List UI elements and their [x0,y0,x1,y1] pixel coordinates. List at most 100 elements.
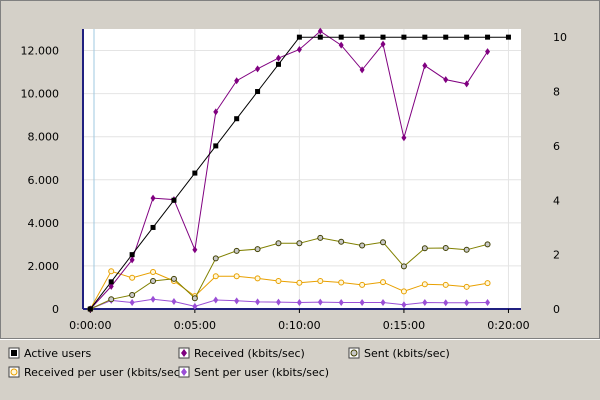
y-left-tick-label: 12.000 [21,45,60,58]
data-point-marker [463,246,470,253]
data-point-marker [275,278,282,284]
y-left-tick-label: 8.000 [28,131,60,144]
data-point-marker [171,297,177,305]
series-line [89,270,488,310]
data-point-marker [296,34,302,40]
data-point-marker [359,281,366,288]
y-right-tick-label: 8 [553,86,560,99]
data-point-marker [464,34,470,40]
y-right-tick-label: 2 [553,249,560,262]
data-point-marker [485,48,491,56]
data-point-marker [129,256,135,264]
y-left-tick-label: 2.000 [28,260,60,273]
data-point-marker [296,279,303,286]
legend-marker-icon [8,347,20,359]
data-point-marker [150,278,157,284]
data-point-marker [108,279,114,285]
data-point-marker [380,299,386,307]
x-tick-label: 0:05:00 [174,319,216,332]
x-tick-label: 0:20:00 [487,319,529,332]
data-point-marker [422,299,428,307]
data-point-marker [505,34,511,40]
data-point-marker [212,273,219,280]
data-point-marker [212,255,219,262]
data-point-marker [380,279,387,286]
data-point-marker [380,40,386,48]
data-point-marker [150,295,156,303]
data-point-marker [421,245,428,252]
data-point-marker [380,34,386,40]
data-point-marker [192,170,198,176]
data-point-marker [421,281,428,288]
data-point-marker [150,224,156,230]
legend-marker-icon [178,366,190,378]
y-left-tick-label: 0 [52,303,59,316]
data-point-marker [233,247,240,254]
data-point-marker [108,296,115,303]
x-tick-label: 0:00:00 [69,319,111,332]
series-line [89,30,488,310]
y-left-tick-label: 10.000 [21,88,60,101]
data-point-marker [317,278,324,284]
data-point-marker [129,252,135,258]
line-chart: 0 2.000 4.000 6.000 8.000 10.000 12.000 0 2 4 6 8 10… [21,27,567,332]
legend-marker-icon [178,347,190,359]
data-point-marker [464,80,470,88]
data-point-marker [87,306,93,312]
data-point-marker [275,240,282,247]
data-point-marker [422,34,428,40]
chart-panel: 0 2.000 4.000 6.000 8.000 10.000 12.000 0 2 4 6 8 10… [0,0,600,339]
data-point-marker [129,299,135,307]
legend-label: Received (kbits/sec) [194,346,305,360]
data-point-marker [255,89,261,95]
data-point-marker [338,34,344,40]
data-point-marker [464,299,470,307]
data-point-marker [484,241,491,248]
data-point-marker [192,246,198,254]
data-point-marker [170,275,177,282]
data-point-marker [400,263,407,270]
data-point-marker [401,134,407,142]
data-point-marker [443,299,449,307]
x-tick-label: 0:15:00 [383,319,425,332]
data-point-marker [443,76,449,84]
x-tick-label: 0:10:00 [278,319,320,332]
data-point-marker [129,274,136,281]
data-point-marker [359,34,365,40]
data-point-marker [359,242,366,249]
data-point-marker [338,299,344,307]
data-point-marker [150,194,156,202]
data-point-marker [400,288,407,295]
data-point-marker [213,143,219,149]
legend-marker-icon [8,366,20,378]
data-point-marker [171,197,177,203]
legend-item: Sent (kbits/sec) [348,345,450,361]
data-point-marker [108,282,114,290]
data-point-marker [484,280,491,287]
data-point-marker [463,283,470,290]
data-point-marker [191,295,198,302]
data-point-marker [150,268,157,275]
data-point-marker [380,239,387,246]
data-point-marker [443,34,449,40]
series-line [90,237,488,310]
data-point-marker [254,275,261,282]
data-point-marker [254,246,261,253]
data-point-marker [442,281,449,288]
data-point-marker [275,61,281,67]
data-point-marker [108,268,115,275]
data-point-marker [213,108,219,116]
legend-label: Active users [24,346,92,360]
data-point-marker [401,301,407,309]
data-point-marker [234,297,240,305]
data-point-marker [234,116,240,122]
data-point-marker [275,54,281,62]
data-point-marker [233,273,240,280]
y-left-tick-label: 4.000 [28,217,60,230]
y-left-tick-label: 6.000 [28,174,60,187]
legend-item: Sent per user (kbits/sec) [178,364,329,380]
data-point-marker [129,292,136,298]
data-point-marker [338,238,345,245]
legend-label: Received per user (kbits/sec) [24,365,185,379]
data-point-marker [317,234,324,241]
